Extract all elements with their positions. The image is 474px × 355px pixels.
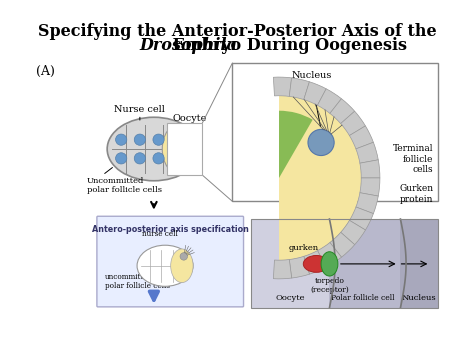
Wedge shape [289,256,310,278]
Text: Oocyte: Oocyte [172,114,207,123]
Text: Embryo During Oogenesis: Embryo During Oogenesis [166,37,407,54]
Bar [401,219,438,308]
Wedge shape [304,82,326,105]
Wedge shape [360,160,380,178]
Wedge shape [349,126,374,149]
Circle shape [134,153,146,164]
Circle shape [180,253,188,260]
Text: Oocyte: Oocyte [275,294,305,302]
Wedge shape [304,251,326,274]
Text: Terminal
follicle
cells: Terminal follicle cells [392,144,433,174]
Text: Nurse cell: Nurse cell [114,104,165,114]
Wedge shape [356,193,378,214]
Wedge shape [356,142,378,163]
Circle shape [116,153,127,164]
Circle shape [153,153,164,164]
Text: gurken: gurken [288,244,319,252]
Circle shape [308,130,334,155]
Bar [232,63,438,201]
Wedge shape [349,207,374,230]
Text: uncommitted
polar follicle cells: uncommitted polar follicle cells [105,273,170,290]
Bar [167,123,202,175]
Ellipse shape [303,256,329,272]
Wedge shape [279,96,361,260]
Wedge shape [289,78,310,100]
Wedge shape [360,178,380,196]
Text: Antero-posterior axis specification: Antero-posterior axis specification [92,225,249,234]
Wedge shape [330,232,355,257]
Bar [251,219,438,308]
Text: Uncommitted
polar follicle cells: Uncommitted polar follicle cells [87,177,162,194]
Text: Nucleus: Nucleus [292,71,332,80]
Wedge shape [341,111,365,136]
Wedge shape [318,89,341,114]
Wedge shape [341,220,365,245]
FancyBboxPatch shape [97,216,244,307]
Circle shape [153,134,164,145]
Bar [251,219,329,308]
Text: Specifying the Anterior-Posterior Axis of the: Specifying the Anterior-Posterior Axis o… [38,23,436,40]
Ellipse shape [321,252,338,276]
Text: (A): (A) [36,65,55,78]
Wedge shape [318,242,341,267]
Wedge shape [273,77,292,97]
Ellipse shape [107,117,201,181]
Text: torpedo
(receptor): torpedo (receptor) [310,277,349,294]
Circle shape [134,134,146,145]
Wedge shape [330,99,355,124]
Bar [329,219,401,308]
Circle shape [116,134,127,145]
Ellipse shape [171,249,193,283]
Ellipse shape [137,245,193,286]
Text: Drosophila: Drosophila [139,37,237,54]
Wedge shape [279,111,313,178]
Text: Gurken
protein: Gurken protein [399,184,433,203]
Text: Polar follicle cell: Polar follicle cell [331,294,395,302]
Ellipse shape [162,123,198,175]
Text: Nucleus: Nucleus [402,294,437,302]
Wedge shape [273,260,292,279]
Text: nurse cell: nurse cell [143,230,178,238]
